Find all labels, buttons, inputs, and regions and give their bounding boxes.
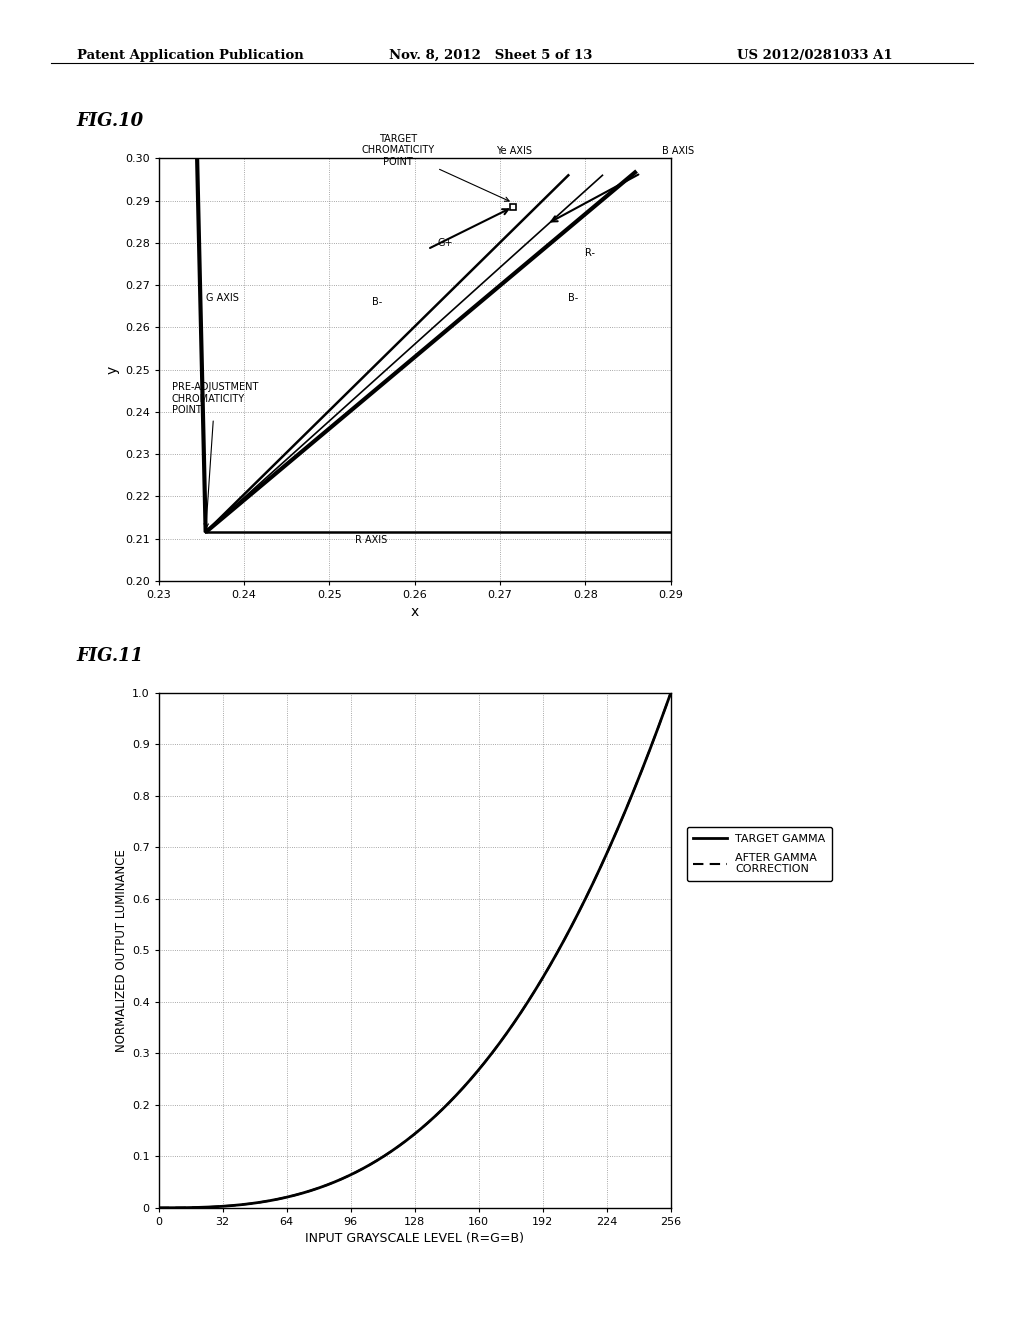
Text: G AXIS: G AXIS xyxy=(206,293,239,302)
TARGET GAMMA xyxy=(430,1107,442,1123)
AFTER GAMMA
CORRECTION xyxy=(395,1137,408,1152)
AFTER GAMMA
CORRECTION xyxy=(665,685,677,701)
AFTER GAMMA
CORRECTION xyxy=(153,1200,165,1216)
Text: G+: G+ xyxy=(437,238,454,248)
Text: R AXIS: R AXIS xyxy=(355,535,387,545)
Text: R-: R- xyxy=(586,248,595,259)
Line: AFTER GAMMA
CORRECTION: AFTER GAMMA CORRECTION xyxy=(159,693,671,1208)
TARGET GAMMA xyxy=(572,906,585,921)
TARGET GAMMA xyxy=(395,1137,408,1152)
Text: Patent Application Publication: Patent Application Publication xyxy=(77,49,303,62)
TARGET GAMMA xyxy=(153,1200,165,1216)
Text: TARGET
CHROMATICITY
POINT: TARGET CHROMATICITY POINT xyxy=(361,133,509,201)
Line: TARGET GAMMA: TARGET GAMMA xyxy=(159,693,671,1208)
Legend: TARGET GAMMA, AFTER GAMMA
CORRECTION: TARGET GAMMA, AFTER GAMMA CORRECTION xyxy=(686,828,833,880)
AFTER GAMMA
CORRECTION xyxy=(458,1080,470,1096)
Text: Nov. 8, 2012   Sheet 5 of 13: Nov. 8, 2012 Sheet 5 of 13 xyxy=(389,49,593,62)
Y-axis label: y: y xyxy=(105,366,119,374)
TARGET GAMMA xyxy=(458,1080,470,1096)
X-axis label: INPUT GRAYSCALE LEVEL (R=G=B): INPUT GRAYSCALE LEVEL (R=G=B) xyxy=(305,1233,524,1245)
Text: B-: B- xyxy=(568,293,579,302)
TARGET GAMMA xyxy=(398,1134,411,1150)
AFTER GAMMA
CORRECTION xyxy=(430,1107,442,1123)
Text: FIG.10: FIG.10 xyxy=(77,112,144,131)
Y-axis label: NORMALIZED OUTPUT LUMINANCE: NORMALIZED OUTPUT LUMINANCE xyxy=(115,849,128,1052)
Text: Ye AXIS: Ye AXIS xyxy=(496,147,531,156)
Text: FIG.11: FIG.11 xyxy=(77,647,144,665)
AFTER GAMMA
CORRECTION xyxy=(572,906,585,921)
Text: PRE-ADJUSTMENT
CHROMATICITY
POINT: PRE-ADJUSTMENT CHROMATICITY POINT xyxy=(172,383,258,528)
Text: B-: B- xyxy=(372,297,382,308)
TARGET GAMMA xyxy=(652,719,665,735)
Text: B AXIS: B AXIS xyxy=(663,147,694,156)
TARGET GAMMA xyxy=(665,685,677,701)
AFTER GAMMA
CORRECTION xyxy=(652,719,665,735)
AFTER GAMMA
CORRECTION xyxy=(398,1134,411,1150)
X-axis label: x: x xyxy=(411,606,419,619)
Text: US 2012/0281033 A1: US 2012/0281033 A1 xyxy=(737,49,893,62)
